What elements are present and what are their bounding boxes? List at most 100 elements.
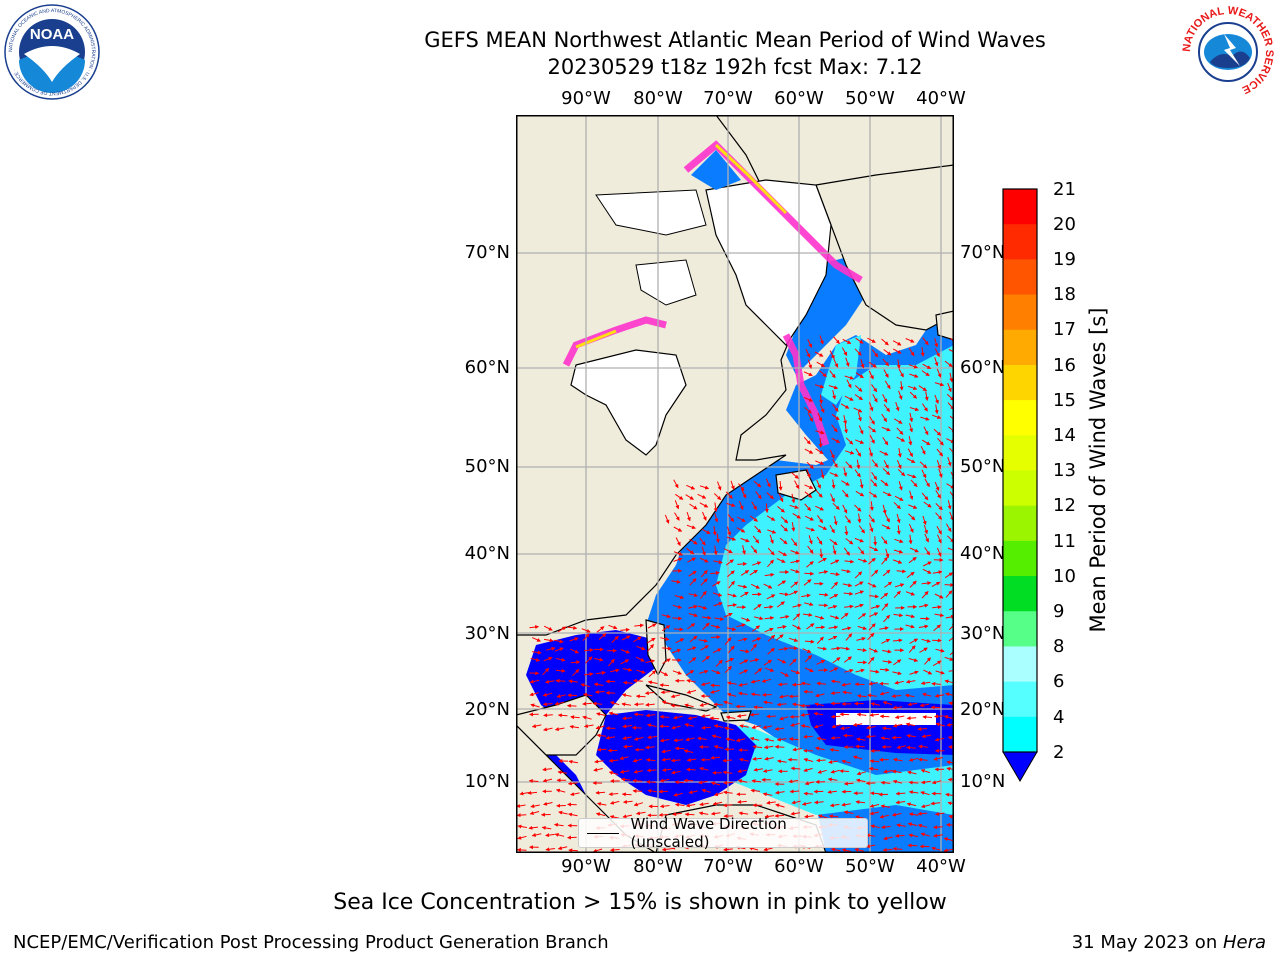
wind-wave-arrow bbox=[530, 657, 541, 662]
wind-wave-arrow bbox=[934, 714, 944, 719]
wind-wave-arrow bbox=[879, 626, 889, 631]
ice-hudson-bay bbox=[570, 349, 687, 456]
wind-wave-arrow bbox=[710, 811, 721, 816]
wind-wave-arrow bbox=[608, 758, 619, 763]
wind-wave-arrow bbox=[749, 515, 758, 522]
wind-wave-arrow bbox=[839, 769, 850, 774]
wind-wave-arrow bbox=[934, 338, 939, 348]
wind-wave-arrow bbox=[918, 624, 929, 629]
wind-wave-arrow bbox=[792, 603, 802, 608]
wind-wave-arrow bbox=[766, 492, 774, 500]
wind-wave-arrow bbox=[659, 670, 669, 676]
wind-wave-arrow bbox=[594, 657, 604, 662]
wind-wave-arrow bbox=[621, 702, 631, 707]
wind-wave-arrow bbox=[544, 638, 554, 643]
lon-label-bottom-60: 60°W bbox=[774, 856, 824, 877]
wind-wave-arrow bbox=[922, 568, 932, 574]
wind-wave-arrow bbox=[596, 802, 607, 806]
colorbar-tick-8: 8 bbox=[1053, 636, 1065, 657]
lon-label-bottom-90: 90°W bbox=[561, 856, 611, 877]
wind-wave-arrow bbox=[895, 800, 906, 805]
wind-wave-arrow bbox=[727, 681, 737, 686]
wind-wave-arrow bbox=[908, 780, 919, 785]
lat-label-left-60: 60°N bbox=[464, 357, 510, 378]
lat-label-left-10: 10°N bbox=[464, 771, 510, 792]
wind-wave-arrow bbox=[570, 792, 580, 796]
wind-wave-arrow bbox=[767, 559, 774, 568]
wind-wave-arrow bbox=[816, 361, 826, 368]
wind-wave-arrow bbox=[854, 571, 863, 579]
wind-wave-arrow bbox=[868, 557, 876, 565]
wind-wave-arrow bbox=[763, 583, 773, 589]
wind-wave-arrow bbox=[920, 681, 931, 686]
wind-wave-arrow bbox=[884, 380, 891, 390]
wind-wave-arrow bbox=[816, 536, 823, 545]
wind-wave-arrow bbox=[895, 401, 900, 412]
wind-wave-arrow bbox=[905, 679, 916, 684]
wind-wave-arrow bbox=[819, 370, 827, 378]
wind-wave-arrow bbox=[673, 715, 683, 720]
wind-wave-arrow bbox=[921, 439, 931, 446]
wind-wave-arrow bbox=[924, 391, 929, 401]
wind-wave-arrow bbox=[871, 349, 879, 358]
wind-wave-arrow bbox=[580, 683, 590, 688]
wind-wave-arrow bbox=[947, 547, 954, 553]
wind-wave-arrow bbox=[843, 656, 852, 663]
wind-wave-arrow bbox=[856, 712, 867, 717]
wind-wave-arrow bbox=[869, 522, 874, 533]
wind-wave-arrow bbox=[633, 678, 643, 683]
wind-wave-arrow bbox=[567, 625, 578, 630]
wind-wave-arrow bbox=[689, 538, 698, 545]
wind-wave-arrow bbox=[947, 382, 952, 393]
wind-wave-arrow bbox=[596, 626, 605, 633]
colorbar-extend-arrow bbox=[1002, 751, 1038, 782]
wind-wave-arrow bbox=[870, 824, 880, 829]
colorbar-tick-11: 11 bbox=[1053, 531, 1076, 552]
wind-wave-arrow bbox=[882, 847, 893, 852]
ice-arctic-channels bbox=[595, 189, 707, 236]
wind-wave-arrow bbox=[842, 489, 849, 498]
wind-wave-arrow bbox=[920, 804, 931, 809]
wind-wave-arrow bbox=[644, 691, 655, 696]
wind-wave-arrow bbox=[645, 745, 655, 750]
wind-wave-arrow bbox=[943, 837, 954, 842]
wind-wave-arrow bbox=[661, 614, 671, 619]
wind-wave-arrow bbox=[596, 670, 606, 675]
colorbar-tick-6: 6 bbox=[1053, 671, 1065, 692]
lat-label-left-70: 70°N bbox=[464, 242, 510, 263]
lon-label-bottom-50: 50°W bbox=[845, 856, 895, 877]
wind-wave-arrow bbox=[897, 469, 906, 477]
wind-wave-arrow bbox=[792, 613, 801, 621]
wind-wave-arrow bbox=[946, 760, 954, 765]
wind-wave-arrow bbox=[517, 824, 527, 829]
wind-wave-arrow bbox=[803, 758, 814, 762]
wind-wave-arrow bbox=[924, 533, 929, 543]
wind-wave-arrow bbox=[935, 722, 945, 727]
wind-wave-arrow bbox=[636, 645, 646, 651]
wind-wave-arrow bbox=[529, 679, 540, 684]
wind-wave-arrow bbox=[765, 667, 775, 672]
lon-label-top-50: 50°W bbox=[845, 88, 895, 109]
wind-wave-arrow bbox=[923, 501, 932, 508]
wind-wave-arrow bbox=[804, 667, 814, 673]
colorbar-tick-19: 19 bbox=[1053, 249, 1076, 270]
wind-wave-arrow bbox=[569, 637, 579, 642]
wind-wave-arrow bbox=[527, 790, 538, 795]
wind-wave-arrow bbox=[686, 524, 696, 530]
chart-title: GEFS MEAN Northwest Atlantic Mean Period… bbox=[424, 28, 1046, 52]
wind-wave-arrow bbox=[909, 670, 919, 675]
wind-wave-arrow bbox=[737, 584, 748, 589]
wind-wave-arrow bbox=[881, 338, 889, 346]
wind-wave-arrow bbox=[918, 603, 929, 608]
wind-wave-arrow bbox=[906, 802, 917, 807]
wind-wave-arrow bbox=[557, 846, 568, 851]
wind-wave-arrow bbox=[752, 637, 762, 642]
wind-wave-arrow bbox=[673, 551, 684, 556]
wind-wave-arrow bbox=[722, 758, 733, 763]
wind-wave-arrow bbox=[620, 649, 631, 654]
ice-foxe-basin bbox=[635, 259, 697, 306]
wind-wave-arrow bbox=[805, 527, 816, 532]
wind-wave-arrow bbox=[766, 800, 776, 805]
wind-wave-arrow bbox=[698, 638, 709, 643]
wind-wave-arrow bbox=[790, 722, 800, 727]
